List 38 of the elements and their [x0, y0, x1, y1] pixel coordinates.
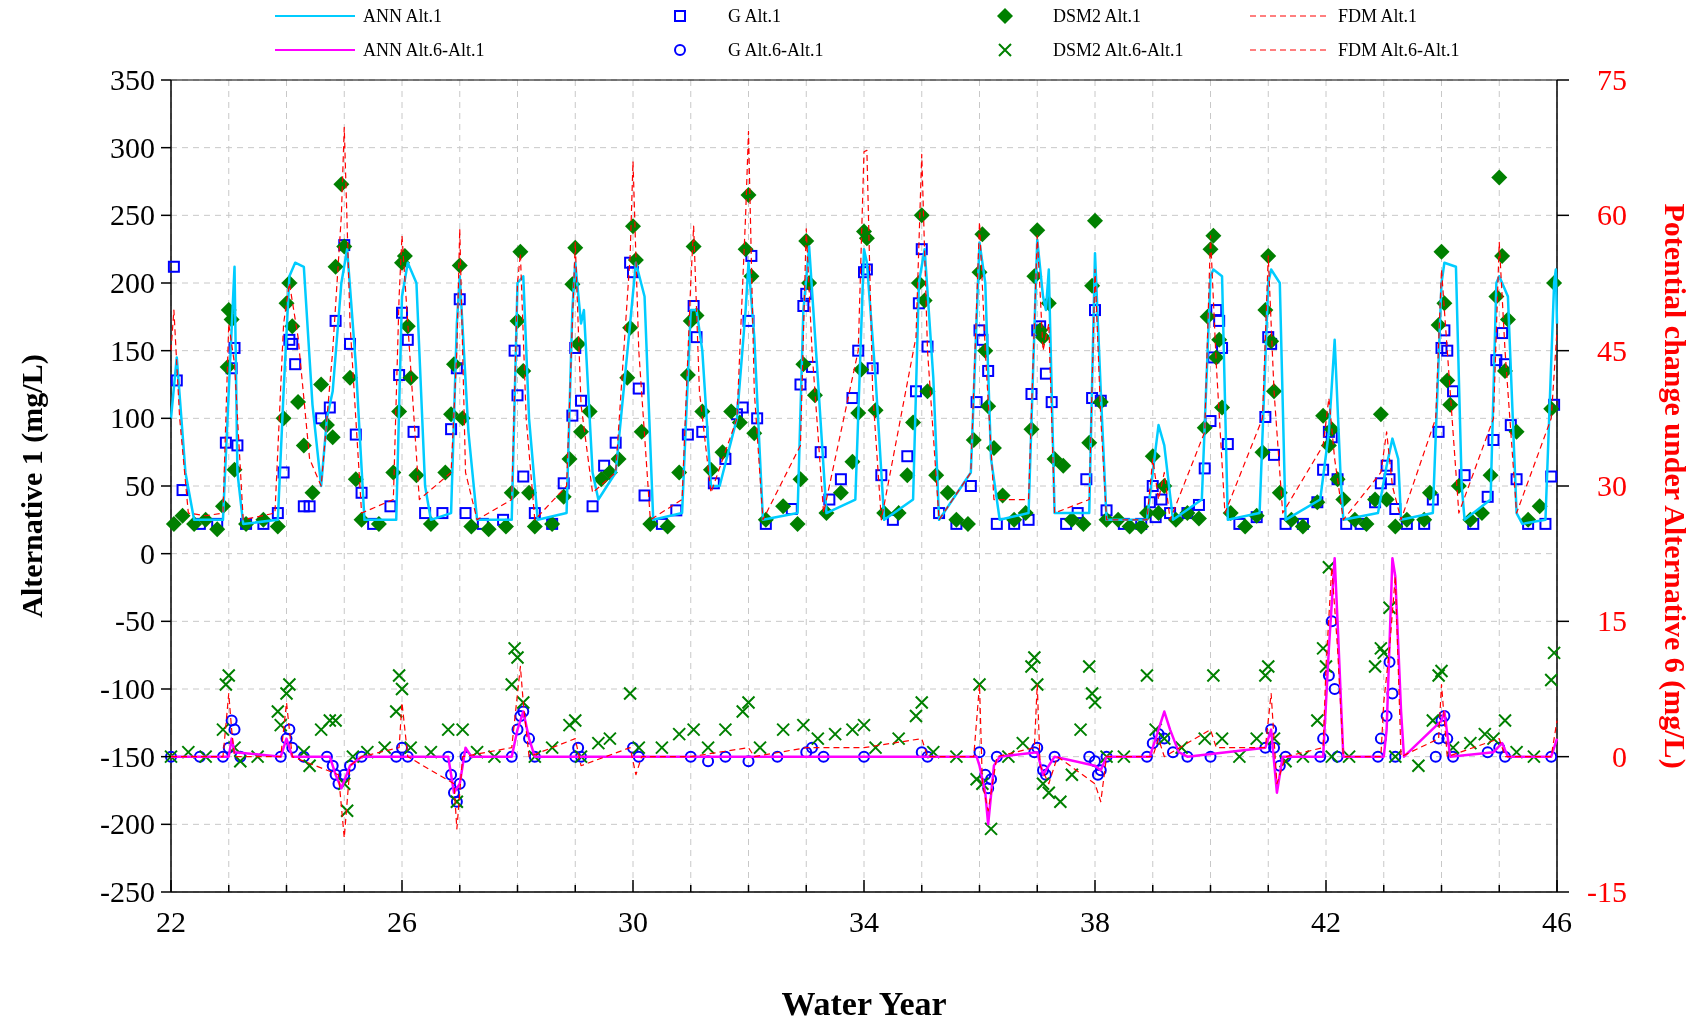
y-tick-label: -150: [100, 739, 155, 773]
x-tick-label: 22: [156, 905, 186, 938]
y-tick-label: 0: [140, 536, 155, 570]
x-tick-label: 38: [1080, 905, 1110, 938]
y2-tick-label: 15: [1597, 604, 1627, 638]
x-tick-label: 42: [1311, 905, 1341, 938]
legend-label: ANN Alt.1: [363, 6, 443, 26]
y-tick-label: -50: [115, 604, 155, 638]
y2-tick-label: 30: [1597, 469, 1627, 502]
y-tick-label: -100: [100, 672, 155, 705]
y2-axis-title: Potential change under Alternative 6 (mg/L): [1658, 203, 1692, 769]
x-tick-label: 46: [1542, 905, 1572, 938]
legend-label: ANN Alt.6-Alt.1: [363, 40, 485, 60]
legend-label: FDM Alt.6-Alt.1: [1338, 40, 1460, 60]
legend-label: DSM2 Alt.6-Alt.1: [1053, 40, 1184, 60]
y2-tick-label: 45: [1597, 333, 1627, 367]
y-tick-label: 50: [125, 469, 155, 502]
x-tick-label: 26: [387, 905, 417, 938]
y-tick-label: 300: [110, 130, 155, 164]
y-tick-label: 350: [110, 63, 155, 96]
y2-tick-label: -15: [1587, 875, 1627, 908]
legend-label: FDM Alt.1: [1338, 6, 1418, 26]
x-tick-label: 30: [618, 905, 648, 938]
y2-tick-label: 75: [1597, 63, 1627, 96]
y-tick-label: 150: [110, 333, 155, 367]
x-axis-title: Water Year: [781, 985, 947, 1022]
y-tick-label: 100: [110, 401, 155, 435]
y-tick-label: 200: [110, 266, 155, 299]
legend-label: G Alt.6-Alt.1: [728, 40, 824, 60]
y-axis-title: Alternative 1 (mg/L): [15, 354, 49, 618]
y-tick-label: -200: [100, 807, 155, 841]
y2-tick-label: 0: [1612, 739, 1627, 773]
y2-tick-label: 60: [1597, 198, 1627, 232]
legend-label: G Alt.1: [728, 6, 782, 26]
y-tick-label: -250: [100, 875, 155, 908]
x-tick-label: 34: [849, 905, 879, 938]
y-tick-label: 250: [110, 198, 155, 232]
legend-label: DSM2 Alt.1: [1053, 6, 1142, 26]
